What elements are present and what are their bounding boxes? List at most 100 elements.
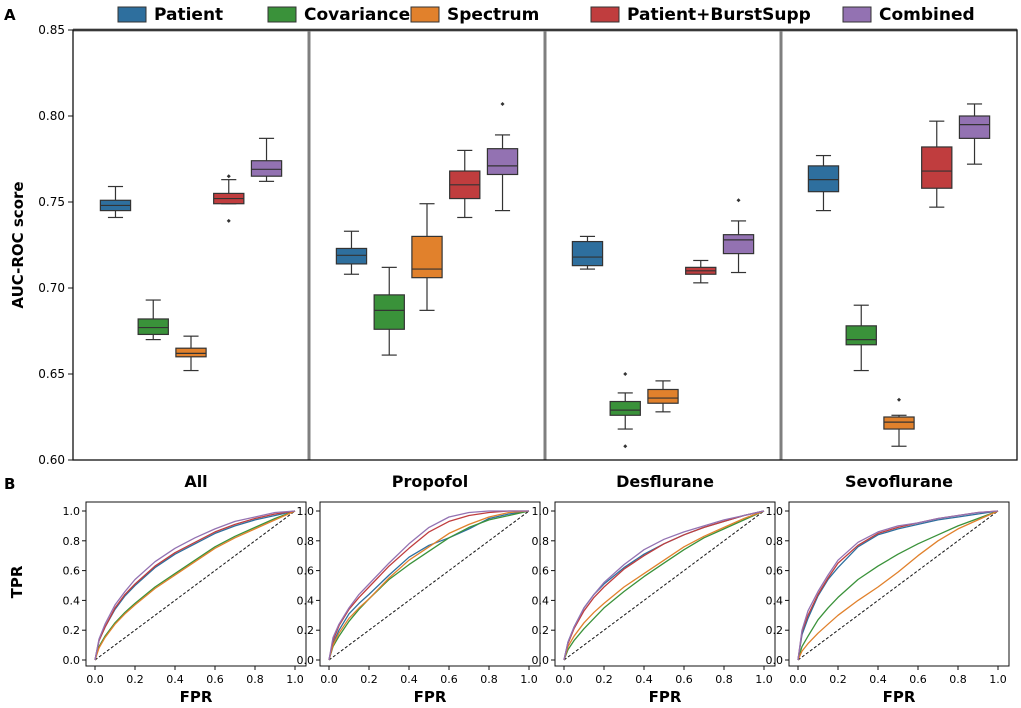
roc-curve-patient-burstsupp bbox=[94, 510, 296, 661]
y-tick-label: 1.0 bbox=[766, 505, 784, 518]
box-outlier bbox=[897, 397, 901, 402]
roc-curve-combined bbox=[328, 510, 529, 661]
y-tick-label: 0.6 bbox=[297, 565, 315, 578]
box-outlier bbox=[226, 174, 231, 179]
y-tick-label: 0.0 bbox=[63, 654, 81, 667]
box-iqr bbox=[958, 115, 991, 139]
y-tick-label: 0.2 bbox=[532, 624, 550, 637]
box-spectrum-all bbox=[175, 335, 207, 372]
x-tick-label: 0.4 bbox=[400, 673, 418, 686]
chance-line bbox=[94, 510, 296, 661]
roc-y-axis-label: TPR bbox=[8, 565, 26, 598]
legend-item-patient-burstsupp: Patient+BurstSupp bbox=[590, 5, 811, 25]
roc-curve-covariance bbox=[563, 510, 765, 661]
box-outlier bbox=[736, 198, 741, 203]
roc-frame bbox=[319, 501, 541, 667]
y-tick-label: 1.0 bbox=[532, 505, 550, 518]
box-iqr bbox=[571, 240, 604, 267]
y-tick-label: 0.4 bbox=[63, 594, 81, 607]
box-covariance-sevoflurane bbox=[845, 304, 877, 372]
roc-panel-title: Sevoflurane bbox=[845, 472, 953, 491]
y-tick-label: 0.8 bbox=[766, 535, 784, 548]
y-tick-label: 0.70 bbox=[38, 281, 65, 295]
y-tick-label: 0.6 bbox=[766, 565, 784, 578]
y-tick-label: 1.0 bbox=[297, 505, 315, 518]
box-patient-burstsupp-all bbox=[213, 174, 245, 223]
y-tick-label: 0.8 bbox=[63, 535, 81, 548]
x-tick-label: 0.6 bbox=[440, 673, 458, 686]
box-iqr bbox=[411, 235, 443, 279]
box-patient-sevoflurane bbox=[807, 154, 840, 212]
chance-line bbox=[797, 510, 999, 661]
box-iqr bbox=[722, 234, 755, 255]
x-tick-label: 0.4 bbox=[635, 673, 653, 686]
y-tick-label: 0.4 bbox=[297, 594, 315, 607]
box-iqr bbox=[175, 347, 207, 358]
x-tick-label: 1.0 bbox=[755, 673, 773, 686]
roc-curve-patient-burstsupp bbox=[328, 510, 529, 661]
x-tick-label: 0.0 bbox=[789, 673, 807, 686]
x-axis-label: FPR bbox=[883, 688, 916, 706]
y-tick-label: 0.60 bbox=[38, 453, 65, 467]
box-iqr bbox=[845, 325, 877, 346]
y-tick-label: 0.0 bbox=[297, 654, 315, 667]
y-tick-label: 0.8 bbox=[532, 535, 550, 548]
roc-curve-patient bbox=[328, 510, 530, 661]
legend-swatch-patient-burstsupp bbox=[590, 6, 620, 23]
box-patient-propofol bbox=[335, 230, 368, 275]
legend-item-patient: Patient bbox=[117, 5, 223, 25]
x-axis-label: FPR bbox=[180, 688, 213, 706]
x-tick-label: 0.4 bbox=[166, 673, 184, 686]
box-patient-burstsupp-sevoflurane bbox=[921, 120, 953, 208]
y-tick-label: 0.75 bbox=[38, 195, 65, 209]
box-iqr bbox=[250, 160, 283, 177]
roc-curve-covariance bbox=[797, 510, 999, 661]
y-tick-label: 0.2 bbox=[63, 624, 81, 637]
panel-label-b: B bbox=[4, 475, 15, 493]
box-spectrum-propofol bbox=[411, 203, 443, 311]
y-tick-label: 0.65 bbox=[38, 367, 65, 381]
roc-panel-sevoflurane: Sevoflurane 0.0 0.0 0.2 0.2 0.4 0.4 0.6 0.6 0.8 0.… bbox=[766, 472, 1010, 706]
x-tick-label: 0.6 bbox=[206, 673, 224, 686]
x-tick-label: 0.2 bbox=[595, 673, 613, 686]
panel-label-a: A bbox=[4, 6, 16, 24]
roc-panels: TPR All 0.0 0.0 0.2 0.2 0.4 0.4 0.6 0.6 0.8 0.8 1.0… bbox=[8, 472, 1010, 706]
roc-curve-spectrum bbox=[563, 510, 765, 661]
box-covariance-all bbox=[137, 299, 169, 341]
legend-label-combined: Combined bbox=[879, 5, 975, 25]
x-tick-label: 0.2 bbox=[126, 673, 144, 686]
box-iqr bbox=[647, 388, 679, 404]
x-tick-label: 0.0 bbox=[555, 673, 573, 686]
roc-curve-covariance bbox=[94, 510, 296, 661]
x-tick-label: 0.2 bbox=[360, 673, 378, 686]
box-outlier bbox=[500, 101, 505, 106]
roc-curve-covariance bbox=[328, 510, 530, 661]
x-tick-label: 1.0 bbox=[286, 673, 304, 686]
y-tick-label: 0.0 bbox=[766, 654, 784, 667]
box-patient-burstsupp-propofol bbox=[449, 149, 481, 219]
box-patient-burstsupp-desflurane bbox=[685, 259, 717, 284]
legend-label-covariance: Covariance bbox=[304, 5, 410, 25]
box-combined-all bbox=[250, 137, 283, 182]
box-combined-desflurane bbox=[722, 198, 755, 274]
box-iqr bbox=[335, 247, 368, 265]
box-iqr bbox=[807, 165, 840, 193]
box-patient-desflurane bbox=[571, 235, 604, 270]
x-tick-label: 0.8 bbox=[480, 673, 498, 686]
box-iqr bbox=[883, 416, 915, 430]
x-tick-label: 0.8 bbox=[715, 673, 733, 686]
box-covariance-propofol bbox=[373, 266, 405, 356]
x-tick-label: 0.2 bbox=[829, 673, 847, 686]
legend-swatch-combined bbox=[842, 6, 872, 23]
box-spectrum-sevoflurane bbox=[883, 397, 915, 447]
x-axis-label: FPR bbox=[414, 688, 447, 706]
legend: Patient Covariance Spectrum Patient+Burs… bbox=[117, 5, 975, 25]
roc-frame bbox=[85, 501, 307, 667]
box-iqr bbox=[373, 294, 405, 330]
legend-label-patient-burstsupp: Patient+BurstSupp bbox=[627, 5, 811, 25]
y-tick-label: 0.85 bbox=[38, 23, 65, 37]
roc-panel-title: Desflurane bbox=[616, 472, 714, 491]
chance-line bbox=[563, 510, 765, 661]
legend-item-combined: Combined bbox=[842, 5, 975, 25]
roc-curve-patient-burstsupp bbox=[563, 510, 765, 661]
